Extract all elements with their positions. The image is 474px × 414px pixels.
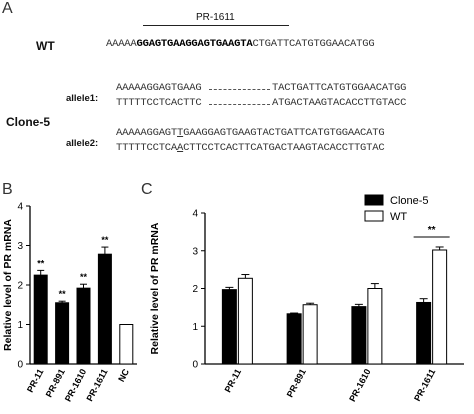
allele2-top: AAAAAGGAGTTGAAGGAGTGAAGTACTGATTCATGTGGAA… — [116, 127, 385, 139]
allele2-bottom: TTTTTCCTCAACTTCCTCACTTCATGACTAAGTACACCTT… — [116, 142, 385, 154]
chart-b-significance: ** — [80, 272, 88, 282]
chart-c-bar — [286, 313, 302, 365]
chart-c-bar — [367, 288, 383, 365]
wt-seq-pre: AAAAA — [106, 38, 137, 50]
chart-b-bar — [76, 287, 91, 365]
chart-b-category-label: NC — [116, 367, 131, 384]
chart-b-significance: ** — [101, 235, 109, 245]
allele1-bot-b: ATGACTAAGTACACCTTGTACC — [272, 97, 407, 109]
chart-c-bar — [302, 304, 318, 365]
allele2-bot-insertion: A — [177, 142, 184, 154]
wt-seq-post: CTGATTCATGTGGAACATGG — [252, 38, 375, 50]
chart-c-ytick-label: 3 — [192, 246, 198, 257]
chart-c-legend-swatch — [364, 194, 384, 206]
chart-c-bar — [416, 301, 432, 365]
chart-b-bar — [97, 253, 112, 365]
chart-c-bar — [237, 277, 253, 365]
chart-c-ytick-label: 4 — [192, 209, 198, 220]
panel-a-letter: A — [2, 0, 13, 17]
allele2-top-b: GAAGGAGTGAAGTACTGATTCATGTGGAACATG — [183, 127, 385, 139]
allele2-bot-b: CTTCCTCACTTCATGACTAAGTACACCTTGTAC — [183, 142, 385, 154]
allele1-label: allele1: — [66, 93, 99, 104]
chart-c: 0 1 2 3 4 Relative level of PR mRNA PR-11 PR-89… — [149, 194, 464, 403]
chart-c-y-axis-label: Relative level of PR mRNA — [149, 222, 161, 354]
chart-b-ytick-label: 1 — [17, 320, 23, 331]
chart-b-significance: ** — [59, 289, 67, 299]
chart-b-category-label: PR-11 — [25, 367, 46, 394]
chart-c-ytick-label: 1 — [192, 322, 198, 333]
chart-c-legend-label: Clone-5 — [390, 195, 429, 207]
chart-b-ytick-label: 0 — [17, 360, 23, 371]
chart-b-ytick-label: 4 — [17, 202, 23, 213]
allele2-label: allele2: — [66, 138, 99, 149]
chart-c-bar — [351, 306, 367, 365]
chart-b-bar — [33, 274, 48, 365]
chart-b-bar — [55, 302, 70, 365]
chart-b-bar — [119, 324, 134, 365]
pr1611-label: PR-1611 — [196, 12, 235, 23]
allele1-bot-a: TTTTTCCTCACTTC — [116, 97, 202, 109]
chart-c-ytick-label: 0 — [192, 360, 198, 371]
chart-c-bar — [221, 289, 237, 365]
pr1611-overline — [143, 25, 289, 26]
chart-c-significance: ** — [428, 225, 436, 236]
clone5-label: Clone-5 — [6, 115, 51, 129]
wt-label: WT — [36, 39, 55, 53]
wt-seq-target: GGAGTGAAGGAGTGAAGTA — [136, 38, 253, 50]
chart-c-category-label: PR-891 — [285, 367, 308, 399]
allele2-top-a: AAAAAGGAGT — [116, 127, 178, 139]
allele2-bot-a: TTTTTCCTCA — [116, 142, 178, 154]
chart-c-category-label: PR-11 — [223, 367, 244, 394]
chart-b-category-label: PR-1611 — [84, 367, 109, 403]
chart-b-category-label: PR-891 — [44, 367, 67, 399]
chart-c-legend-label: WT — [390, 211, 407, 223]
allele1-bot-deletion — [209, 104, 270, 105]
allele1-top-b: TACTGATTCATGTGGAACATGG — [272, 82, 407, 94]
wt-sequence: AAAAAGGAGTGAAGGAGTGAAGTACTGATTCATGTGGAAC… — [106, 38, 375, 50]
chart-c-category-label: PR-1611 — [412, 367, 437, 403]
chart-b-y-axis-label: Relative level of PR mRNA — [2, 219, 14, 351]
chart-c-bar — [432, 249, 448, 365]
allele2-top-insertion: T — [177, 127, 184, 139]
panel-b-letter: B — [2, 181, 13, 198]
chart-c-ytick-label: 2 — [192, 284, 198, 295]
allele1-top-a: AAAAAGGAGTGAAG — [116, 82, 202, 94]
chart-b-ytick-label: 3 — [17, 241, 23, 252]
chart-c-category-label: PR-1610 — [347, 367, 373, 403]
allele1-top-deletion — [209, 89, 270, 90]
chart-b-significance: ** — [37, 258, 45, 268]
panel-c-letter: C — [141, 181, 153, 198]
chart-c-legend-swatch — [364, 210, 384, 222]
chart-b-ytick-label: 2 — [17, 281, 23, 292]
